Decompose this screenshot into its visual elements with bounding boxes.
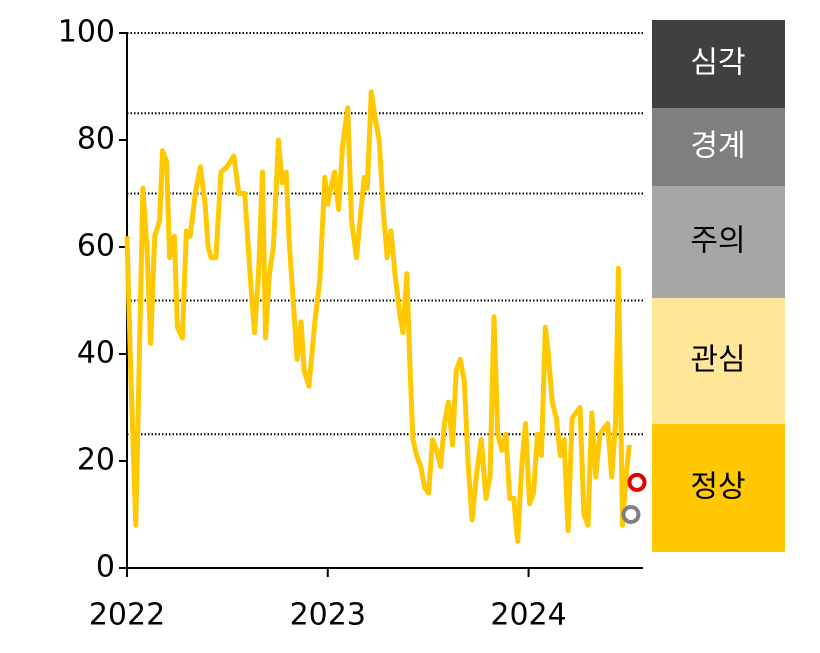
y-tick-label: 60 xyxy=(77,229,115,264)
band-label: 관심 xyxy=(690,343,745,378)
band-label: 경계 xyxy=(690,129,745,164)
y-tick-label: 0 xyxy=(96,550,115,585)
band-label: 심각 xyxy=(690,46,745,81)
x-tick-label: 2024 xyxy=(490,598,566,633)
band xyxy=(652,20,785,108)
y-tick-label: 40 xyxy=(77,336,115,371)
marker xyxy=(621,505,641,524)
band xyxy=(652,186,785,298)
x-tick-label: 2023 xyxy=(290,598,366,633)
band xyxy=(652,108,785,186)
y-tick-label: 20 xyxy=(77,443,115,478)
band-label: 주의 xyxy=(690,224,745,259)
marker xyxy=(627,472,647,492)
band-label: 정상 xyxy=(690,470,745,505)
band xyxy=(652,298,785,424)
band xyxy=(652,424,785,552)
y-tick-label: 100 xyxy=(58,15,115,50)
data-line xyxy=(124,89,632,544)
y-tick-label: 80 xyxy=(77,122,115,157)
x-tick-label: 2022 xyxy=(89,598,165,633)
